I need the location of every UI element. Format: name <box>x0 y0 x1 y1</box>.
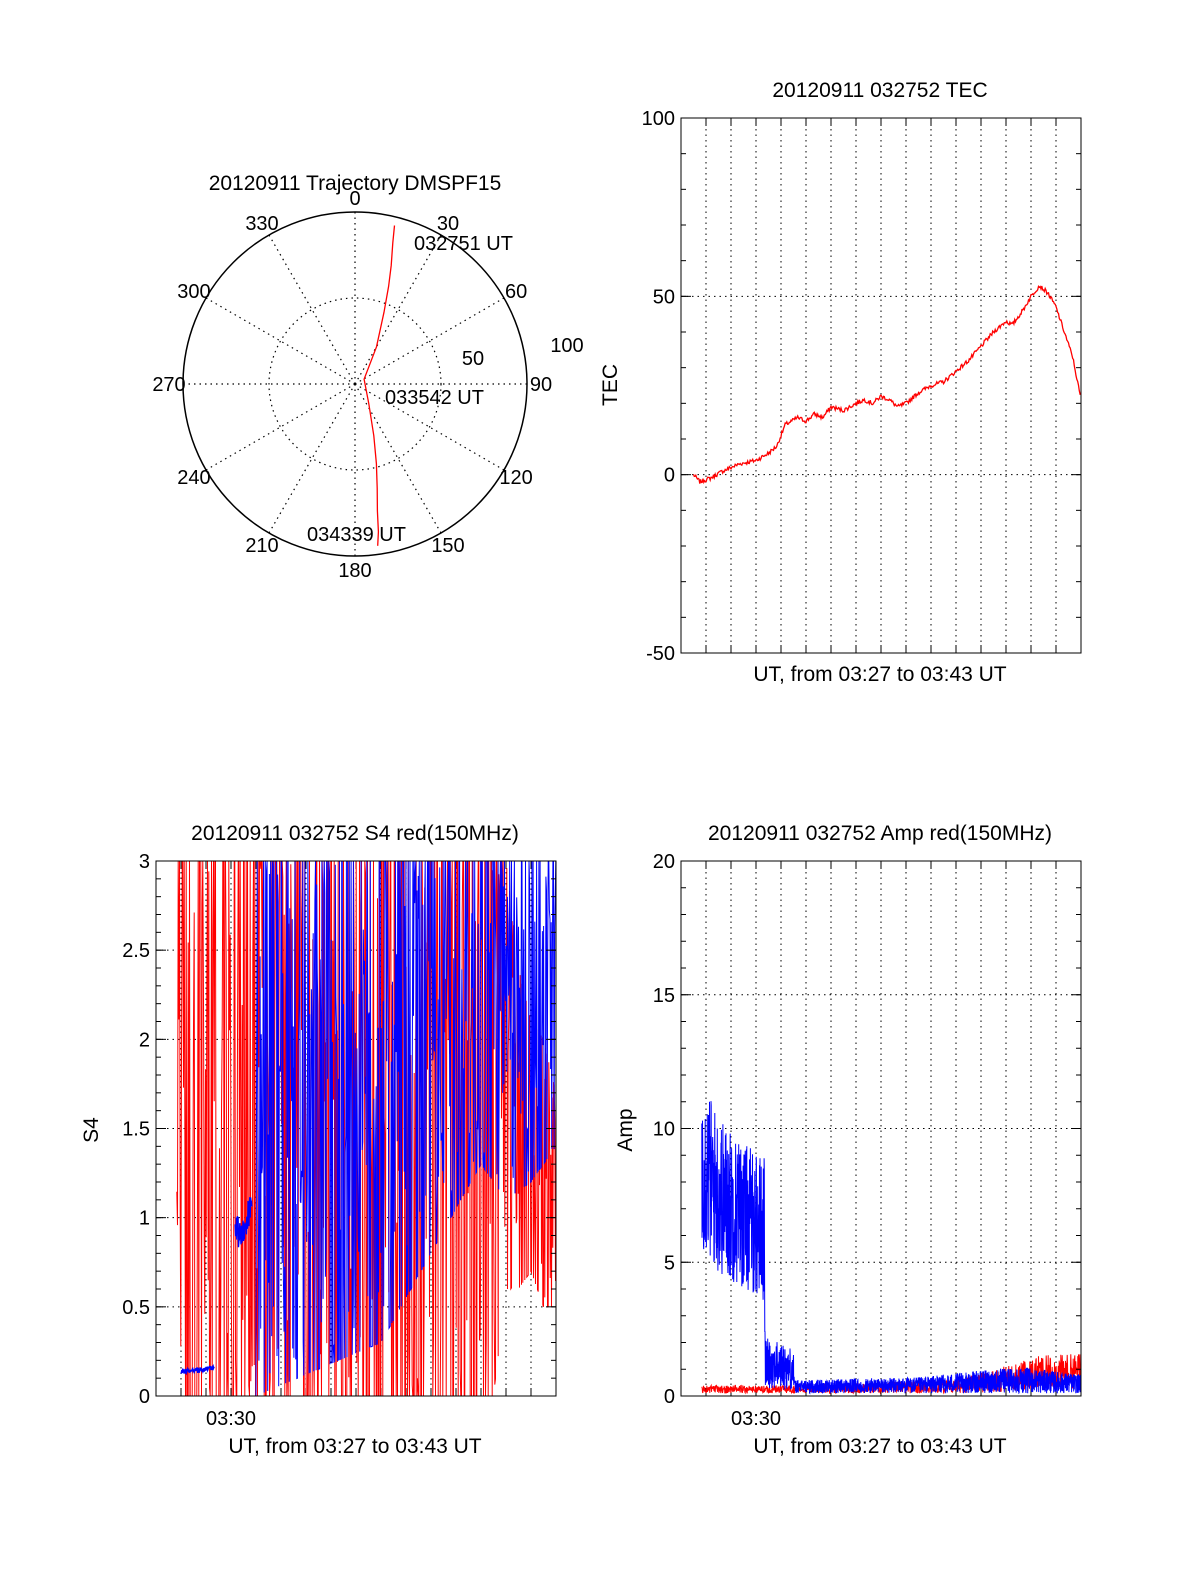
y-tick-label: 20 <box>653 851 675 873</box>
annotation-start-time: 032751 UT <box>414 233 513 255</box>
s4-red-series <box>176 861 556 1396</box>
y-tick-label: 0.5 <box>122 1297 150 1319</box>
s4-blue-series <box>255 861 556 1396</box>
amp-title: 20120911 032752 Amp red(150MHz) <box>708 822 1052 845</box>
s4-blue-early-segment <box>180 1197 253 1376</box>
amp-y-ticks: 0 5 10 15 20 <box>653 851 1081 1408</box>
s4-title: 20120911 032752 S4 red(150MHz) <box>191 822 519 845</box>
polar-grid <box>182 211 528 557</box>
tec-series-line <box>692 285 1081 485</box>
polar-azimuth-labels: 0 30 60 90 120 150 180 210 240 270 300 330 <box>152 188 552 582</box>
y-tick-label: 100 <box>642 108 675 130</box>
trajectory-polar-chart: 20120911 Trajectory DMSPF15 0 30 60 90 120 15… <box>152 172 583 582</box>
polar-trajectory-line <box>363 225 396 546</box>
polar-azimuth-label: 210 <box>245 535 278 557</box>
polar-azimuth-label: 240 <box>177 467 210 489</box>
tec-y-ticks: -50 0 50 100 <box>642 108 1081 665</box>
s4-x-label: UT, from 03:27 to 03:43 UT <box>228 1435 481 1458</box>
polar-azimuth-label: 90 <box>530 374 552 396</box>
y-tick-label: 2 <box>139 1029 150 1051</box>
y-tick-label: -50 <box>646 643 675 665</box>
amp-data <box>701 1101 1081 1395</box>
x-tick-label: 03:30 <box>731 1408 781 1430</box>
y-tick-label: 0 <box>664 465 675 487</box>
polar-ring-50 <box>268 297 442 471</box>
polar-azimuth-label: 270 <box>152 374 185 396</box>
s4-x-ticks: 03:30 <box>206 1408 256 1430</box>
polar-azimuth-label: 30 <box>437 213 459 235</box>
y-tick-label: 10 <box>653 1119 675 1141</box>
polar-spoke-60 <box>354 297 505 385</box>
polar-azimuth-label: 0 <box>349 188 360 210</box>
polar-azimuth-label: 120 <box>499 467 532 489</box>
amp-chart: 20120911 032752 Amp red(150MHz) 0 5 10 15 20… <box>614 822 1082 1458</box>
annotation-end-time: 034339 UT <box>307 524 406 546</box>
x-tick-label: 03:30 <box>206 1408 256 1430</box>
polar-azimuth-label: 180 <box>338 560 371 582</box>
polar-spoke-210 <box>268 383 356 534</box>
polar-radial-label-50: 50 <box>462 348 484 370</box>
polar-title: 20120911 Trajectory DMSPF15 <box>209 172 502 195</box>
polar-azimuth-label: 330 <box>245 213 278 235</box>
polar-annotations: 032751 UT 033542 UT 034339 UT <box>307 233 513 546</box>
y-tick-label: 3 <box>139 851 150 873</box>
tec-y-label: TEC <box>599 364 622 406</box>
annotation-mid-time: 033542 UT <box>385 387 484 409</box>
y-tick-label: 5 <box>664 1252 675 1274</box>
s4-y-label: S4 <box>80 1117 103 1143</box>
tec-grid <box>681 118 1081 653</box>
amp-x-label: UT, from 03:27 to 03:43 UT <box>753 1435 1006 1458</box>
y-tick-label: 0 <box>139 1386 150 1408</box>
polar-azimuth-label: 60 <box>505 281 527 303</box>
tec-chart: 20120911 032752 TEC -50 0 50 100 UT, from 0… <box>599 79 1082 686</box>
y-tick-label: 2.5 <box>122 940 150 962</box>
tec-title: 20120911 032752 TEC <box>772 79 987 102</box>
polar-spoke-300 <box>205 297 356 385</box>
y-tick-label: 1 <box>139 1208 150 1230</box>
y-tick-label: 0 <box>664 1386 675 1408</box>
polar-spoke-120 <box>354 383 505 471</box>
s4-chart: 20120911 032752 S4 red(150MHz) 0 0.5 1 1.5 2… <box>80 822 557 1458</box>
polar-azimuth-label: 300 <box>177 281 210 303</box>
tec-x-label: UT, from 03:27 to 03:43 UT <box>753 663 1006 686</box>
y-tick-label: 1.5 <box>122 1119 150 1141</box>
amp-y-label: Amp <box>614 1108 637 1151</box>
amp-x-ticks: 03:30 <box>731 1408 781 1430</box>
s4-axes-frame <box>155 860 557 1397</box>
tec-axes-frame <box>680 117 1082 654</box>
polar-azimuth-label: 150 <box>431 535 464 557</box>
s4-data <box>176 861 556 1396</box>
y-tick-label: 50 <box>653 286 675 308</box>
amp-axes-frame <box>680 860 1082 1397</box>
polar-spoke-30 <box>354 234 442 385</box>
y-tick-label: 15 <box>653 985 675 1007</box>
polar-spoke-240 <box>205 383 356 471</box>
polar-spoke-330 <box>268 234 356 385</box>
amp-grid <box>681 861 1081 1396</box>
amp-blue-series <box>701 1101 1081 1395</box>
polar-radial-label-100: 100 <box>550 335 583 357</box>
